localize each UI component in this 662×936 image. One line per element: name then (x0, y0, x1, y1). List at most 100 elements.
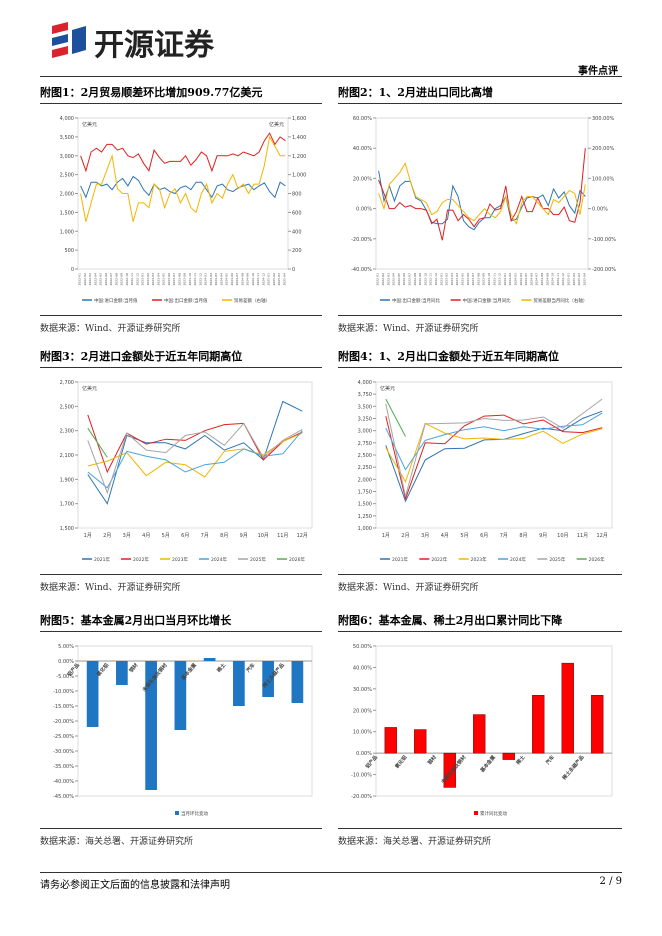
series-line (385, 414, 603, 501)
legend-label: 2025年 (250, 556, 266, 563)
series-line (385, 410, 603, 503)
x-tick-label: 2023-06 (466, 273, 470, 286)
x-tick-label: 2024-07 (235, 273, 239, 286)
page-number: 2 / 9 (599, 876, 622, 887)
plot-frame (375, 117, 589, 270)
y-tick-label: 0.00% (356, 751, 372, 757)
legend-label: 2024年 (510, 556, 526, 563)
x-tick-label: 2024-05 (524, 273, 528, 286)
x-tick-label: 2024-08 (540, 273, 544, 286)
bar (86, 661, 99, 727)
x-tick-label: 2024-07 (535, 273, 539, 286)
y-tick-label: 5.00% (58, 644, 74, 650)
x-tick-label: 2月 (401, 533, 409, 539)
y-tick-label: 0.00% (58, 659, 74, 665)
series-line (378, 148, 586, 241)
bar (502, 752, 515, 760)
plot-frame (77, 117, 289, 270)
x-tick-label: 2022-08 (114, 273, 118, 286)
figure-title: 附图3：2月进口金额处于近五年同期高位 (40, 348, 322, 368)
bar (145, 661, 157, 790)
x-tick-label: 2023-02 (445, 273, 449, 286)
chart: -45.00% -40.00% -35.00% -30.00% -25.00% -20.0… (53, 644, 313, 817)
y2-tick-label: 0.00% (592, 207, 608, 213)
report-tag: 事件点评 (578, 66, 618, 77)
x-tick-label: 2023-10 (487, 273, 491, 286)
y-tick-label: -15.00% (53, 704, 74, 710)
x-tick-label: 2022-02 (381, 273, 385, 286)
x-tick-label: 2024-03 (214, 273, 218, 286)
x-tick-label: 6月 (480, 533, 488, 539)
bar (443, 752, 456, 788)
x-tick-label: 2022-01 (78, 273, 82, 286)
figure-title: 附图2：1、2月进出口同比高增 (338, 84, 622, 104)
y2-tick-label: 200.00% (592, 146, 614, 152)
x-tick-label: 11月 (577, 533, 588, 539)
x-tick-label: 2023-07 (471, 273, 475, 286)
y2-tick-label: 1,400 (292, 135, 306, 141)
bar (561, 662, 574, 754)
y-tick-label: 2,300 (60, 429, 74, 435)
bar (473, 714, 486, 754)
x-tick-label: 2025-03 (277, 273, 281, 286)
x-tick-label: 2023-08 (476, 273, 480, 286)
x-tick-label: 2023-05 (162, 273, 166, 286)
legend-label: 中国:出口金额:当月同比 (392, 297, 441, 304)
x-tick-label: 2024-10 (251, 273, 255, 286)
legend-label: 2025年 (549, 556, 565, 563)
y-tick-label: -35.00% (53, 764, 74, 770)
y-tick-label: 500 (64, 248, 74, 254)
figure-title: 附图1：2月贸易顺差环比增加909.77亿美元 (40, 84, 322, 104)
chart: -20.00% -10.00% 0.00% 10.00% 20.00% 30.00% 40.… (351, 644, 613, 817)
x-tick-label: 2023-06 (167, 273, 171, 286)
x-tick-label: 2023-04 (156, 273, 160, 286)
x-tick-label: 2023-02 (146, 273, 150, 286)
y-tick-label: 30.00% (353, 687, 372, 693)
x-tick-label: 氧化铝 (393, 754, 409, 771)
x-tick-label: 2023-04 (455, 273, 459, 286)
legend-label: 贸易差额（右轴） (234, 297, 270, 304)
figure-source: 数据来源：Wind、开源证券研究所 (338, 574, 622, 593)
y2-tick-label: 0 (292, 267, 295, 273)
y-tick-label: -10.00% (53, 689, 74, 695)
unit-label: 亿美元 (82, 121, 97, 128)
x-tick-label: 2024-01 (204, 273, 208, 286)
x-tick-label: 2023-11 (492, 273, 496, 286)
x-tick-label: 2022-06 (402, 273, 406, 286)
y-tick-label: 1,500 (358, 502, 372, 508)
y-tick-label: -20.00% (351, 794, 372, 800)
y2-tick-label: -100.00% (592, 237, 616, 243)
x-tick-label: 3月 (123, 533, 131, 539)
x-tick-label: 2022-05 (99, 273, 103, 286)
unit-label: 亿美元 (380, 385, 395, 392)
y-tick-label: 1,900 (60, 477, 74, 483)
y-tick-label: -30.00% (53, 749, 74, 755)
x-tick-label: 1月 (84, 533, 92, 539)
y-tick-label: 3,500 (358, 404, 372, 410)
x-tick-label: 2022-09 (418, 273, 422, 286)
x-tick-label: 2022-12 (434, 273, 438, 286)
y-tick-label: 3,250 (358, 417, 372, 423)
header-rule (40, 76, 622, 77)
x-tick-label: 2024-11 (256, 273, 260, 286)
legend-label: 2023年 (471, 556, 487, 563)
y-tick-label: 1,500 (60, 210, 74, 216)
x-tick-label: 8月 (519, 533, 527, 539)
legend-swatch (175, 811, 179, 815)
x-tick-label: 5月 (460, 533, 468, 539)
legend-label: 2021年 (94, 556, 110, 563)
legend-label: 2022年 (133, 556, 149, 563)
bar (203, 658, 216, 661)
y-tick-label: 10.00% (353, 730, 372, 736)
x-tick-label: 2023-07 (172, 273, 176, 286)
x-tick-label: 2025-02 (572, 273, 576, 286)
x-tick-label: 2024-06 (529, 273, 533, 286)
y-tick-label: 40.00% (353, 665, 372, 671)
y-tick-label: 20.00% (353, 176, 372, 182)
y-tick-label: 3,750 (358, 392, 372, 398)
y-tick-label: -40.00% (351, 267, 372, 273)
x-tick-label: 2024-12 (561, 273, 565, 286)
figure-source: 数据来源：海关总署、开源证券研究所 (40, 828, 322, 847)
x-tick-label: 2025-03 (577, 273, 581, 286)
